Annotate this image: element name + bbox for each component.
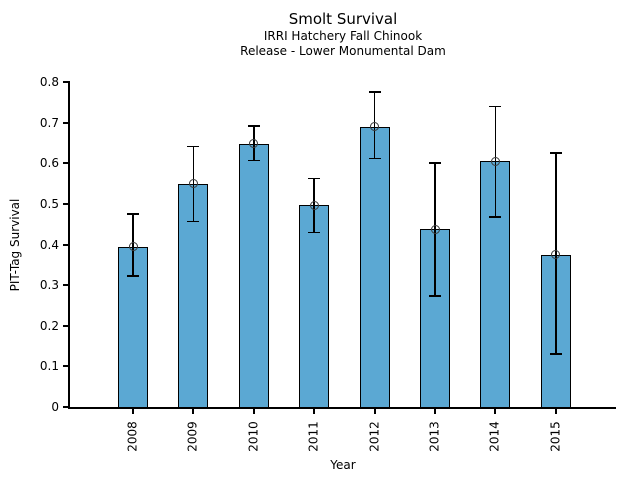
error-cap-bottom-2009 <box>187 220 200 223</box>
bar-2012 <box>359 126 390 408</box>
error-cap-bottom-2012 <box>368 157 381 160</box>
error-cap-bottom-2014 <box>489 216 502 218</box>
y-tick <box>63 406 68 408</box>
chart-subtitle-line2: Release - Lower Monumental Dam <box>240 44 446 58</box>
y-tick <box>63 324 68 327</box>
y-tick-label-0.2: 0.2 <box>39 318 59 333</box>
y-tick-label-0.5: 0.5 <box>39 196 59 211</box>
marker-2008 <box>128 242 138 252</box>
error-cap-bottom-2013 <box>429 295 441 297</box>
x-tick <box>132 409 134 414</box>
y-tick <box>63 121 68 124</box>
y-tick <box>63 284 68 287</box>
y-tick-label-0.6: 0.6 <box>39 156 59 171</box>
x-tick <box>373 409 376 414</box>
error-cap-top-2013 <box>429 162 441 165</box>
bar-2011 <box>299 205 330 408</box>
error-cap-top-2015 <box>549 152 562 154</box>
error-cap-top-2008 <box>127 213 139 215</box>
y-axis-label: PIT-Tag Survival <box>8 198 22 292</box>
error-cap-bottom-2015 <box>549 353 562 355</box>
error-cap-top-2014 <box>489 105 502 108</box>
y-tick-label-0.4: 0.4 <box>39 237 59 252</box>
y-tick-label-0: 0 <box>51 400 59 414</box>
x-tick <box>192 409 195 414</box>
x-tick <box>434 409 436 414</box>
y-tick-label-0.1: 0.1 <box>39 359 59 374</box>
y-tick <box>63 81 68 83</box>
x-tick-label-2009: 2009 <box>185 421 200 452</box>
y-tick-label-0.3: 0.3 <box>39 278 59 293</box>
x-tick <box>313 409 316 414</box>
error-cap-top-2009 <box>187 145 200 148</box>
marker-2014 <box>490 156 500 166</box>
marker-2013 <box>430 224 440 234</box>
error-cap-top-2011 <box>308 177 321 180</box>
y-tick <box>63 162 68 165</box>
x-tick-label-2013: 2013 <box>427 421 442 452</box>
x-axis-spine <box>68 407 616 409</box>
error-cap-bottom-2010 <box>247 159 260 162</box>
chart-subtitle-line1: IRRI Hatchery Fall Chinook <box>263 29 423 43</box>
x-tick-label-2011: 2011 <box>306 421 321 452</box>
marker-2015 <box>551 250 561 260</box>
bar-2008 <box>118 246 148 408</box>
x-tick-label-2010: 2010 <box>246 421 261 452</box>
error-cap-top-2010 <box>247 125 260 127</box>
chart-title: Smolt Survival <box>288 10 398 28</box>
x-tick <box>554 409 557 414</box>
marker-2012 <box>370 122 380 132</box>
marker-2011 <box>309 200 319 210</box>
y-tick-label-0.8: 0.8 <box>39 75 59 89</box>
error-cap-top-2012 <box>368 90 381 93</box>
bar-2010 <box>238 143 269 408</box>
error-cap-bottom-2011 <box>308 231 321 234</box>
x-tick-label-2014: 2014 <box>487 421 502 452</box>
y-axis-spine <box>68 81 70 409</box>
error-cap-bottom-2008 <box>127 274 139 277</box>
y-tick-label-0.7: 0.7 <box>39 115 59 130</box>
x-tick-label-2008: 2008 <box>125 421 140 452</box>
x-tick-label-2015: 2015 <box>548 421 563 452</box>
x-tick <box>494 409 497 414</box>
marker-2009 <box>188 179 198 189</box>
y-tick <box>63 202 68 205</box>
x-axis-label: Year <box>330 458 356 472</box>
x-tick-label-2012: 2012 <box>367 421 382 452</box>
x-tick <box>252 409 255 414</box>
y-tick <box>63 365 68 368</box>
marker-2010 <box>249 139 259 149</box>
y-tick <box>63 243 68 246</box>
